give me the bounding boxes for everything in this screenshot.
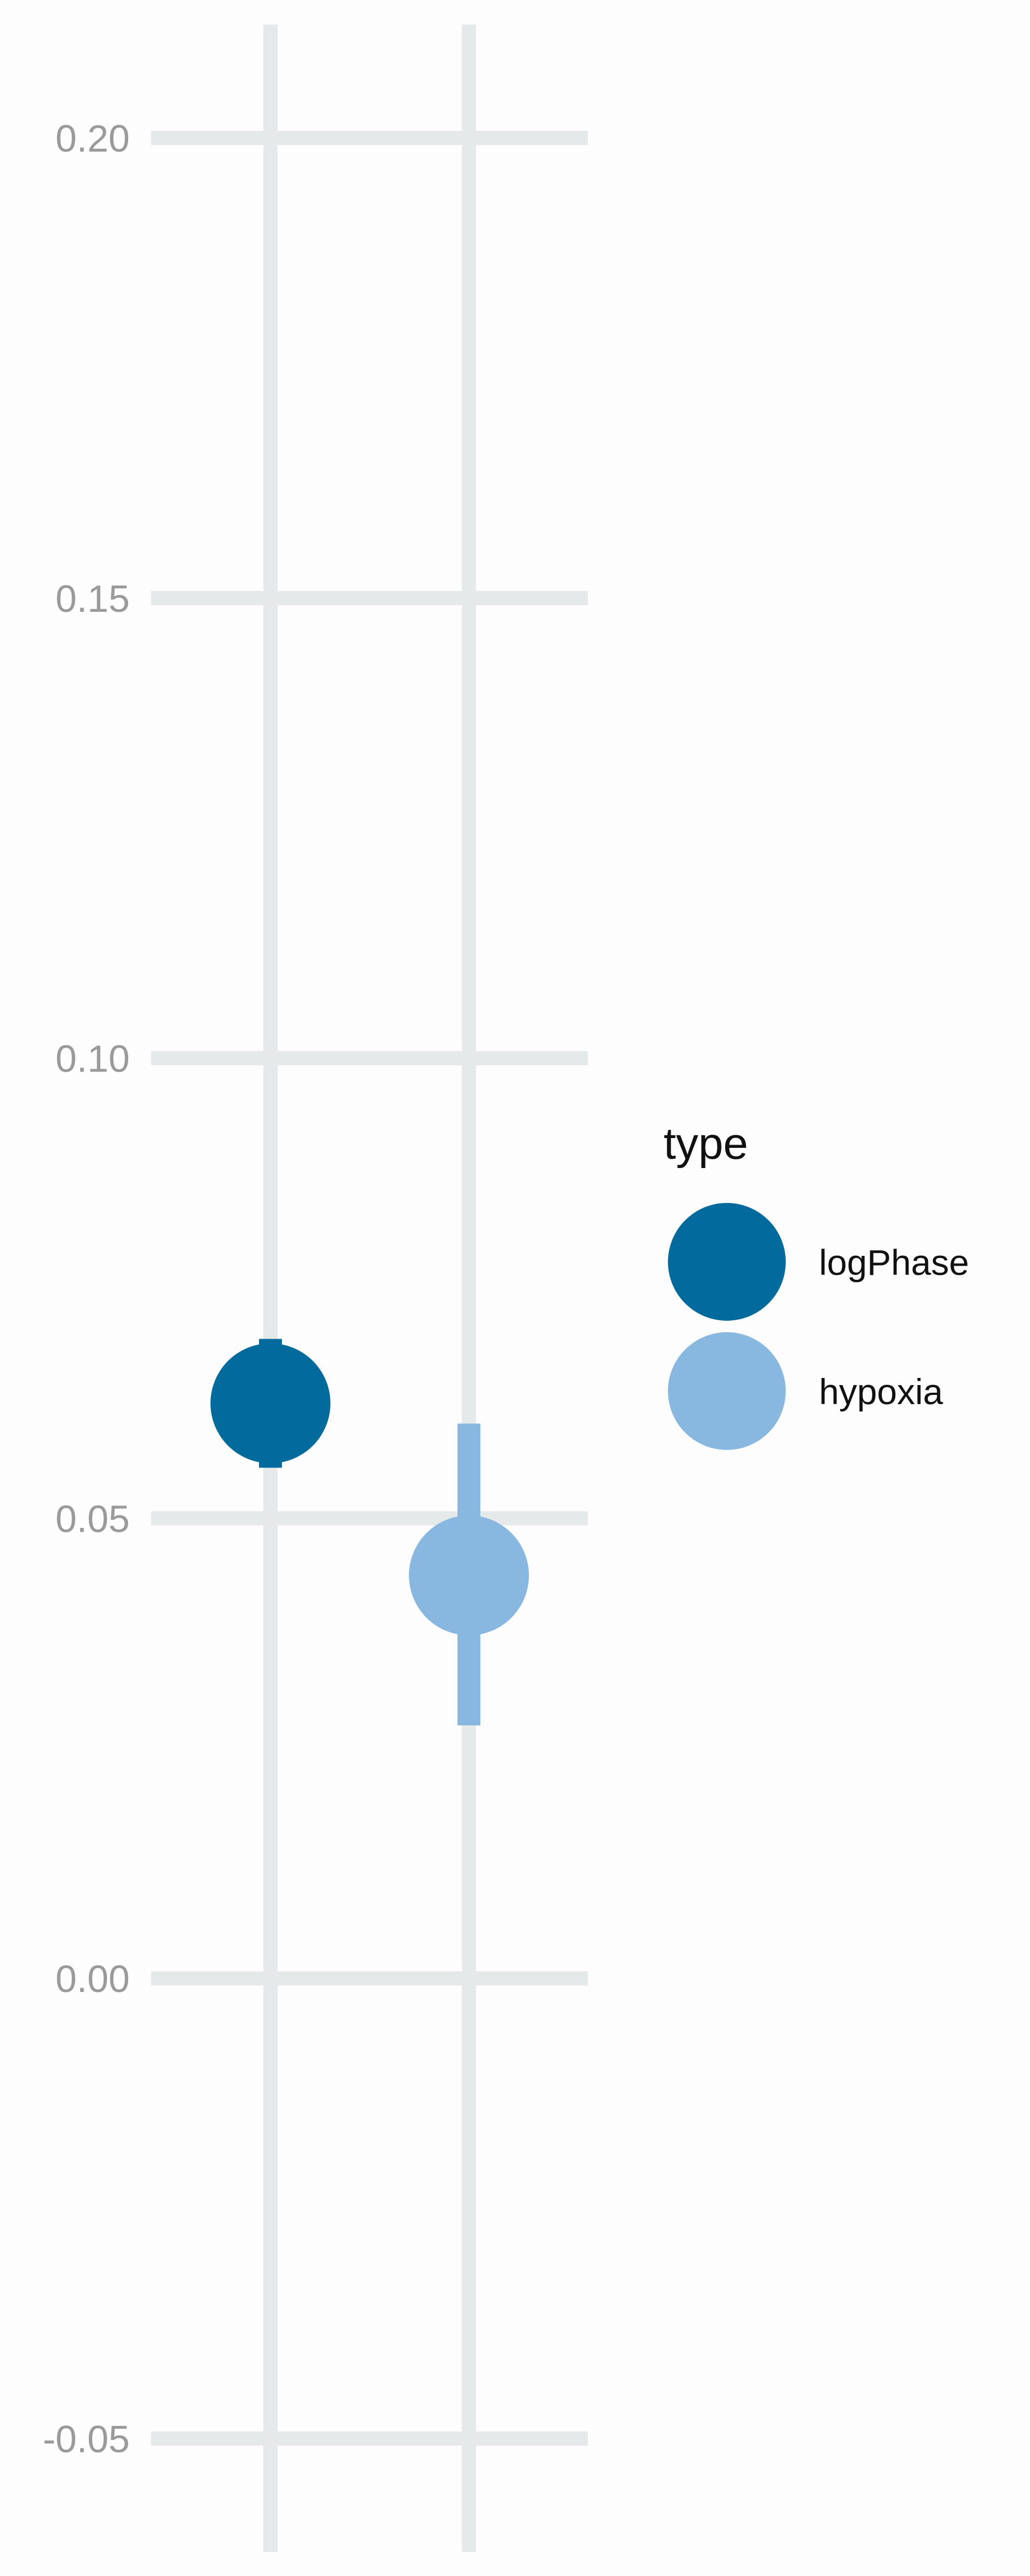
y-tick-label: 0.10 xyxy=(56,1038,130,1080)
y-tick-label: 0.15 xyxy=(56,577,130,620)
legend: type logPhase hypoxia xyxy=(664,1119,969,1450)
legend-label-hypoxia: hypoxia xyxy=(819,1371,943,1412)
y-tick-label: 0.00 xyxy=(56,1958,130,2000)
legend-title: type xyxy=(664,1119,748,1169)
y-tick-label: -0.05 xyxy=(43,2418,130,2460)
legend-label-logphase: logPhase xyxy=(819,1242,969,1283)
y-tick-label: 0.20 xyxy=(56,117,130,160)
point-hypoxia xyxy=(409,1515,529,1636)
y-axis-ticks: -0.05 0.00 0.05 0.10 0.15 0.20 xyxy=(43,117,130,2460)
plot-marks xyxy=(210,1339,529,1726)
point-logphase xyxy=(210,1343,330,1464)
grid xyxy=(151,25,588,2552)
legend-swatch-hypoxia xyxy=(668,1332,786,1450)
legend-swatch-logphase xyxy=(668,1203,786,1321)
y-tick-label: 0.05 xyxy=(56,1497,130,1540)
